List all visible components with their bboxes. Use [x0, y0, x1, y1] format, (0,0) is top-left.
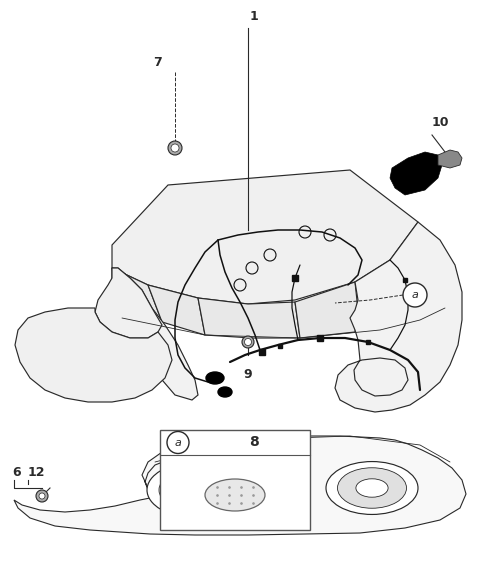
Polygon shape: [148, 285, 205, 335]
Polygon shape: [198, 298, 300, 338]
Text: 10: 10: [432, 115, 449, 129]
Ellipse shape: [337, 468, 407, 508]
Ellipse shape: [356, 479, 388, 497]
Ellipse shape: [206, 372, 224, 384]
Circle shape: [168, 141, 182, 155]
Polygon shape: [112, 268, 162, 322]
Polygon shape: [335, 222, 462, 412]
Text: 8: 8: [249, 435, 259, 449]
Ellipse shape: [159, 469, 231, 511]
Polygon shape: [295, 282, 358, 338]
Ellipse shape: [326, 462, 418, 514]
Ellipse shape: [205, 479, 265, 511]
Text: a: a: [411, 290, 419, 300]
Polygon shape: [390, 152, 442, 195]
Ellipse shape: [178, 480, 212, 499]
Circle shape: [36, 490, 48, 502]
Circle shape: [244, 339, 252, 346]
Polygon shape: [112, 268, 198, 400]
Polygon shape: [95, 268, 162, 338]
Circle shape: [403, 283, 427, 307]
Circle shape: [171, 144, 179, 152]
Polygon shape: [112, 170, 418, 304]
Text: 12: 12: [28, 466, 46, 478]
Text: 6: 6: [12, 466, 21, 478]
Text: 9: 9: [244, 368, 252, 381]
Polygon shape: [15, 308, 172, 402]
Text: 7: 7: [154, 55, 162, 69]
Polygon shape: [14, 436, 466, 535]
Polygon shape: [438, 150, 462, 168]
Circle shape: [167, 431, 189, 453]
FancyBboxPatch shape: [160, 430, 310, 530]
Ellipse shape: [218, 387, 232, 397]
Circle shape: [242, 336, 254, 348]
Text: a: a: [175, 438, 181, 448]
Text: 1: 1: [250, 9, 259, 23]
Ellipse shape: [147, 463, 243, 517]
Circle shape: [39, 493, 45, 499]
